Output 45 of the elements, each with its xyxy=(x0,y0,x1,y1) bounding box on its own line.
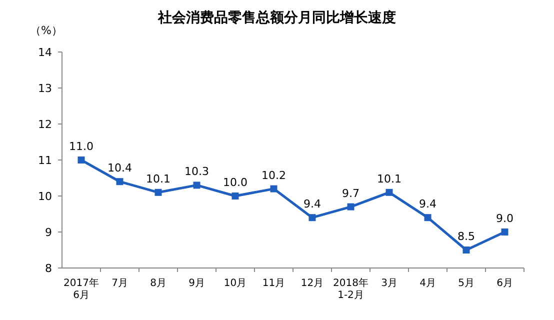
data-label: 8.5 xyxy=(458,230,475,243)
point xyxy=(193,182,200,189)
x-tick-label: 11月 xyxy=(262,278,286,289)
x-tick-label: 2018年 1-2月 xyxy=(333,277,368,301)
x-tick-label: 7月 xyxy=(112,278,128,289)
point xyxy=(232,192,239,200)
point xyxy=(78,156,85,164)
data-label: 9.0 xyxy=(496,212,514,225)
data-label: 10.4 xyxy=(108,162,132,175)
y-tick-label: 8 xyxy=(45,262,52,275)
y-tick-label: 14 xyxy=(38,46,52,59)
point xyxy=(424,214,432,222)
point xyxy=(154,188,162,196)
data-label: 10.1 xyxy=(377,172,402,186)
x-tick-label: 10月 xyxy=(224,278,247,289)
point xyxy=(462,246,470,254)
point xyxy=(386,188,393,196)
data-label: 10.1 xyxy=(146,172,170,186)
x-tick-label: 2017年 6月 xyxy=(64,277,99,301)
data-label: 10.2 xyxy=(262,168,286,182)
data-label: 9.7 xyxy=(342,186,360,200)
data-label: 9.4 xyxy=(304,198,321,211)
data-label: 10.3 xyxy=(184,165,209,178)
point xyxy=(308,214,316,222)
x-tick-label: 5月 xyxy=(458,278,474,289)
y-axis-title: （%） xyxy=(30,24,62,37)
x-tick-label: 6月 xyxy=(496,278,513,289)
point xyxy=(116,178,124,186)
data-label: 9.4 xyxy=(419,198,436,211)
y-tick-label: 13 xyxy=(38,82,52,95)
data-label: 11.0 xyxy=(69,140,94,153)
point xyxy=(347,203,354,210)
y-tick-label: 11 xyxy=(38,154,52,167)
point xyxy=(501,228,508,236)
y-tick-label: 12 xyxy=(38,118,52,131)
x-tick-label: 8月 xyxy=(150,278,166,289)
y-tick-label: 9 xyxy=(45,226,52,239)
data-label: 10.0 xyxy=(223,176,248,189)
chart-title: 社会消费品零售总额分月同比增长速度 xyxy=(157,9,396,26)
x-tick-label: 4月 xyxy=(420,278,436,289)
x-tick-label: 12月 xyxy=(300,278,324,289)
x-tick-label: 9月 xyxy=(188,278,205,289)
y-tick-label: 10 xyxy=(38,190,52,203)
x-tick-label: 3月 xyxy=(381,278,398,289)
point xyxy=(270,185,278,192)
